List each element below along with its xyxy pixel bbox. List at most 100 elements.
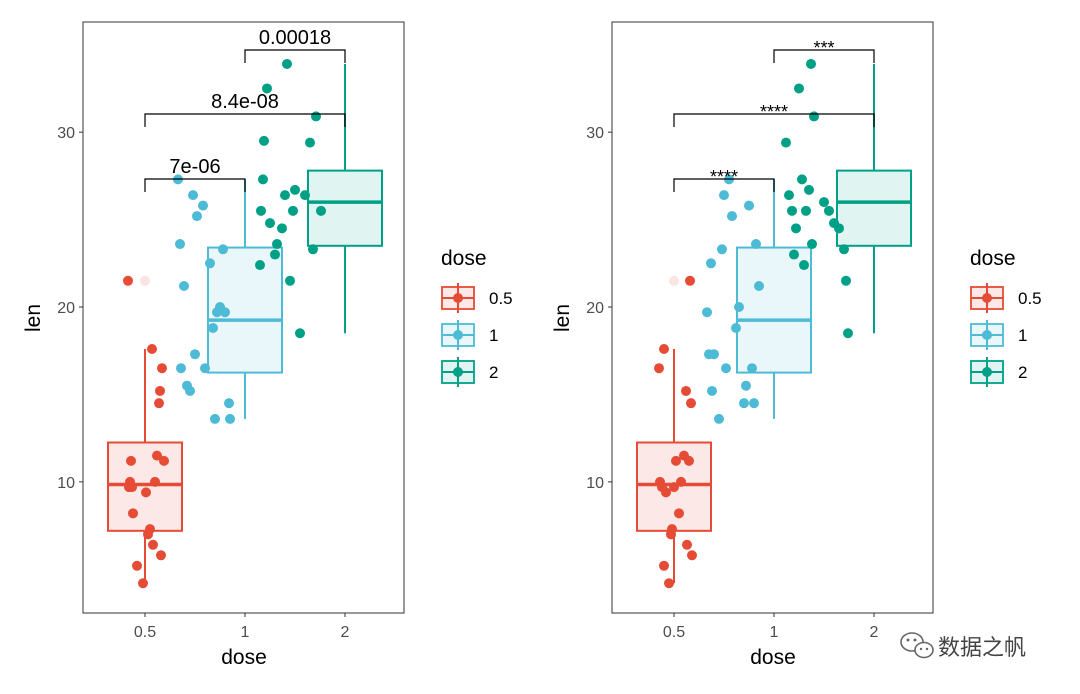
data-point-1 [721,363,731,374]
data-point-1 [739,398,749,409]
data-point-1 [707,385,717,396]
data-point-0.5 [126,455,136,466]
data-point-1 [714,413,724,424]
data-point-0.5 [687,550,697,561]
data-point-1 [751,239,761,250]
p-value-label: 7e-06 [169,156,220,178]
box-iqr [736,246,812,374]
x-tick-label: 2 [870,624,879,641]
data-point-0.5 [676,476,686,487]
data-point-2 [789,249,799,260]
data-point-1 [200,363,210,374]
data-point-2 [311,111,321,122]
data-point-1 [225,413,235,424]
right-y-ticks: 10 20 30 [586,125,612,492]
data-point-2 [272,239,282,250]
legend-label: 2 [489,363,498,382]
left-y-axis-label: len [22,304,45,332]
data-point-0.5 [157,363,167,374]
data-point-2 [258,174,268,185]
data-point-1 [741,380,751,391]
data-point-1 [734,302,744,313]
data-point-0.5 [148,539,158,550]
legend-label: 2 [1018,363,1027,382]
watermark: 数据之帆 [900,632,1026,660]
p-value-label: 0.00018 [259,27,331,49]
right-significance: *********** [673,38,875,192]
data-point-1 [205,258,215,269]
data-point-2 [799,260,809,271]
right-points [654,58,853,589]
bracket-line [673,113,875,127]
data-point-1 [175,239,185,250]
left-y-ticks: 10 20 30 [57,125,83,492]
left-legend: dose 0.5 1 2 [441,247,513,387]
data-point-2 [285,275,295,286]
left-panel: 10 20 30 0.5 1 2 7e-06 8.4e-08 0.00018 dose le… [22,21,405,669]
data-point-1 [731,322,741,333]
data-point-1 [717,244,727,255]
data-point-1 [706,258,716,269]
data-point-0.5 [141,487,151,498]
data-point-2 [781,137,791,148]
data-point-0.5 [685,275,695,286]
data-point-2 [265,218,275,229]
data-point-0.5 [159,455,169,466]
y-tick-label: 30 [586,125,604,142]
bracket-line [673,178,775,192]
data-point-0.5 [156,550,166,561]
data-point-2 [834,223,844,234]
box-1 [736,179,812,419]
p-value-label: 8.4e-08 [211,91,279,113]
data-point-0.5 [155,385,165,396]
significance-bracket: 7e-06 [144,156,246,192]
legend-label: 0.5 [1018,289,1042,308]
data-point-2 [277,223,287,234]
box-iqr [836,169,912,247]
data-point-1 [727,211,737,222]
data-point-1 [208,322,218,333]
right-x-axis-label: dose [750,646,796,669]
legend-label: 0.5 [489,289,513,308]
data-point-1 [190,349,200,360]
outlier-point [140,275,150,286]
legend-key-1 [441,320,475,350]
left-x-ticks: 0.5 1 2 [134,613,350,641]
data-point-1 [709,349,719,360]
data-point-0.5 [659,560,669,571]
bracket-line [144,113,346,127]
data-point-0.5 [145,524,155,535]
box-iqr [107,441,183,532]
data-point-2 [255,260,265,271]
data-point-2 [305,137,315,148]
wechat-icon [900,632,934,659]
right-legend: dose 0.5 1 2 [970,247,1042,387]
data-point-0.5 [123,275,133,286]
legend-label: 1 [1018,326,1027,345]
data-point-0.5 [661,487,671,498]
legend-key-0.5 [970,283,1004,313]
legend-key-0.5 [441,283,475,313]
data-point-0.5 [681,385,691,396]
data-point-2 [290,184,300,195]
data-point-0.5 [128,508,138,519]
data-point-0.5 [654,363,664,374]
data-point-2 [794,83,804,94]
data-point-2 [308,244,318,255]
data-point-0.5 [659,343,669,354]
data-point-0.5 [686,398,696,409]
data-point-1 [218,244,228,255]
left-points [123,58,326,589]
y-tick-label: 10 [57,475,75,492]
data-point-2 [300,190,310,201]
data-point-1 [747,363,757,374]
data-point-1 [179,281,189,292]
data-point-2 [288,205,298,216]
data-point-2 [316,205,326,216]
p-value-label: **** [710,167,738,187]
left-legend-title: dose [441,247,487,270]
p-value-label: **** [760,102,788,122]
data-point-2 [787,205,797,216]
right-y-axis-label: len [551,304,574,332]
